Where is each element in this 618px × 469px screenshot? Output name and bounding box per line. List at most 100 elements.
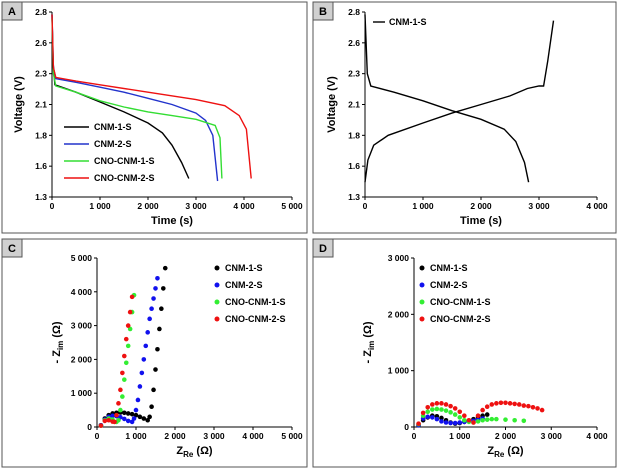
point bbox=[155, 346, 160, 352]
x-tick-label: 4 000 bbox=[233, 201, 255, 211]
series-line bbox=[51, 14, 190, 179]
x-tick-label: 3 000 bbox=[203, 431, 225, 441]
point bbox=[535, 406, 540, 411]
y-tick-label: 1.6 bbox=[35, 161, 47, 171]
y-tick-label: 2.3 bbox=[35, 69, 47, 79]
point bbox=[137, 414, 143, 420]
y-tick-label: 1 000 bbox=[71, 388, 93, 398]
legend-swatch bbox=[214, 316, 220, 322]
legend-label: CNM-1-S bbox=[430, 263, 468, 273]
point bbox=[145, 417, 150, 423]
y-tick-label: 2.3 bbox=[348, 69, 360, 79]
legend-swatch bbox=[214, 265, 220, 271]
legend-label: CNM-1-S bbox=[94, 122, 132, 132]
label-part: Z bbox=[176, 445, 183, 457]
point bbox=[434, 406, 440, 412]
point bbox=[457, 415, 463, 420]
x-axis-label: ZRe (Ω) bbox=[487, 445, 524, 459]
label-part: (Ω) bbox=[193, 445, 213, 457]
x-tick-label: 1 000 bbox=[89, 201, 111, 211]
x-tick-label: 0 bbox=[50, 201, 55, 211]
y-tick-label: 0 bbox=[404, 422, 409, 432]
point bbox=[110, 413, 115, 419]
x-tick-label: 0 bbox=[363, 201, 368, 211]
point bbox=[521, 418, 527, 424]
point bbox=[112, 419, 117, 425]
y-tick-label: 0 bbox=[87, 422, 92, 432]
panel-tag-box bbox=[312, 1, 334, 21]
point bbox=[471, 420, 476, 425]
panel: D 0 1 000 2 000 3 000 4 000 0 1 000 2 000 3 000 ZR… bbox=[312, 238, 617, 468]
point bbox=[114, 412, 119, 418]
point bbox=[452, 412, 458, 417]
point bbox=[530, 404, 536, 410]
panel-frame bbox=[312, 1, 617, 234]
y-tick-label: 1.8 bbox=[348, 130, 360, 140]
point bbox=[494, 416, 499, 422]
point bbox=[503, 417, 508, 422]
point bbox=[162, 265, 168, 271]
point bbox=[425, 404, 431, 410]
point bbox=[153, 286, 158, 291]
point bbox=[494, 401, 499, 406]
x-tick-label: 5 000 bbox=[281, 201, 303, 211]
point bbox=[118, 387, 123, 393]
point bbox=[145, 330, 150, 335]
label-part: (Ω) bbox=[362, 321, 374, 341]
point bbox=[484, 412, 490, 417]
legend-swatch bbox=[214, 282, 220, 288]
point bbox=[489, 402, 495, 407]
point bbox=[157, 326, 162, 332]
point bbox=[452, 406, 458, 411]
legend-label: CNO-CNM-2-S bbox=[225, 314, 286, 324]
y-tick-label: 1 000 bbox=[388, 366, 410, 376]
x-tick-label: 1 000 bbox=[412, 201, 434, 211]
point bbox=[475, 413, 481, 419]
point bbox=[149, 404, 154, 410]
x-tick-label: 3 000 bbox=[528, 201, 550, 211]
y-tick-label: 2 000 bbox=[71, 354, 93, 364]
x-tick-label: 0 bbox=[412, 431, 417, 441]
point bbox=[129, 294, 135, 300]
point bbox=[122, 416, 127, 422]
y-tick-label: 2.1 bbox=[35, 100, 47, 110]
point bbox=[141, 416, 147, 421]
point bbox=[147, 414, 152, 420]
point bbox=[127, 309, 133, 315]
point bbox=[125, 323, 131, 328]
x-tick-label: 5 000 bbox=[281, 431, 303, 441]
legend-label: CNO-CNM-2-S bbox=[430, 314, 491, 324]
legend-label: CNO-CNM-2-S bbox=[94, 173, 155, 183]
panel-tag-box bbox=[1, 1, 23, 21]
point bbox=[439, 401, 444, 406]
legend-swatch bbox=[214, 299, 220, 305]
point bbox=[443, 408, 449, 413]
point bbox=[443, 402, 449, 407]
point bbox=[135, 397, 141, 403]
point bbox=[161, 286, 166, 291]
point bbox=[439, 407, 444, 412]
point bbox=[452, 420, 458, 426]
point bbox=[448, 403, 453, 409]
legend-label: CNO-CNM-1-S bbox=[430, 297, 491, 307]
point bbox=[448, 420, 453, 426]
label-part: (Ω) bbox=[51, 321, 63, 341]
point bbox=[484, 404, 490, 410]
panel-frame bbox=[312, 238, 617, 468]
y-tick-label: 3 000 bbox=[388, 253, 410, 263]
point bbox=[98, 423, 104, 428]
y-tick-label: 2 000 bbox=[388, 309, 410, 319]
y-tick-label: 2.8 bbox=[35, 7, 47, 17]
x-tick-label: 2 000 bbox=[164, 431, 186, 441]
point bbox=[503, 400, 508, 406]
label-sub: im bbox=[56, 341, 65, 350]
point bbox=[133, 412, 139, 418]
legend-label: CNO-CNM-1-S bbox=[225, 297, 286, 307]
point bbox=[118, 407, 123, 413]
point bbox=[526, 403, 531, 409]
legend-label: CNM-2-S bbox=[94, 139, 132, 149]
series-line bbox=[364, 14, 555, 183]
point bbox=[539, 407, 545, 413]
point bbox=[416, 421, 421, 426]
point bbox=[443, 420, 449, 425]
